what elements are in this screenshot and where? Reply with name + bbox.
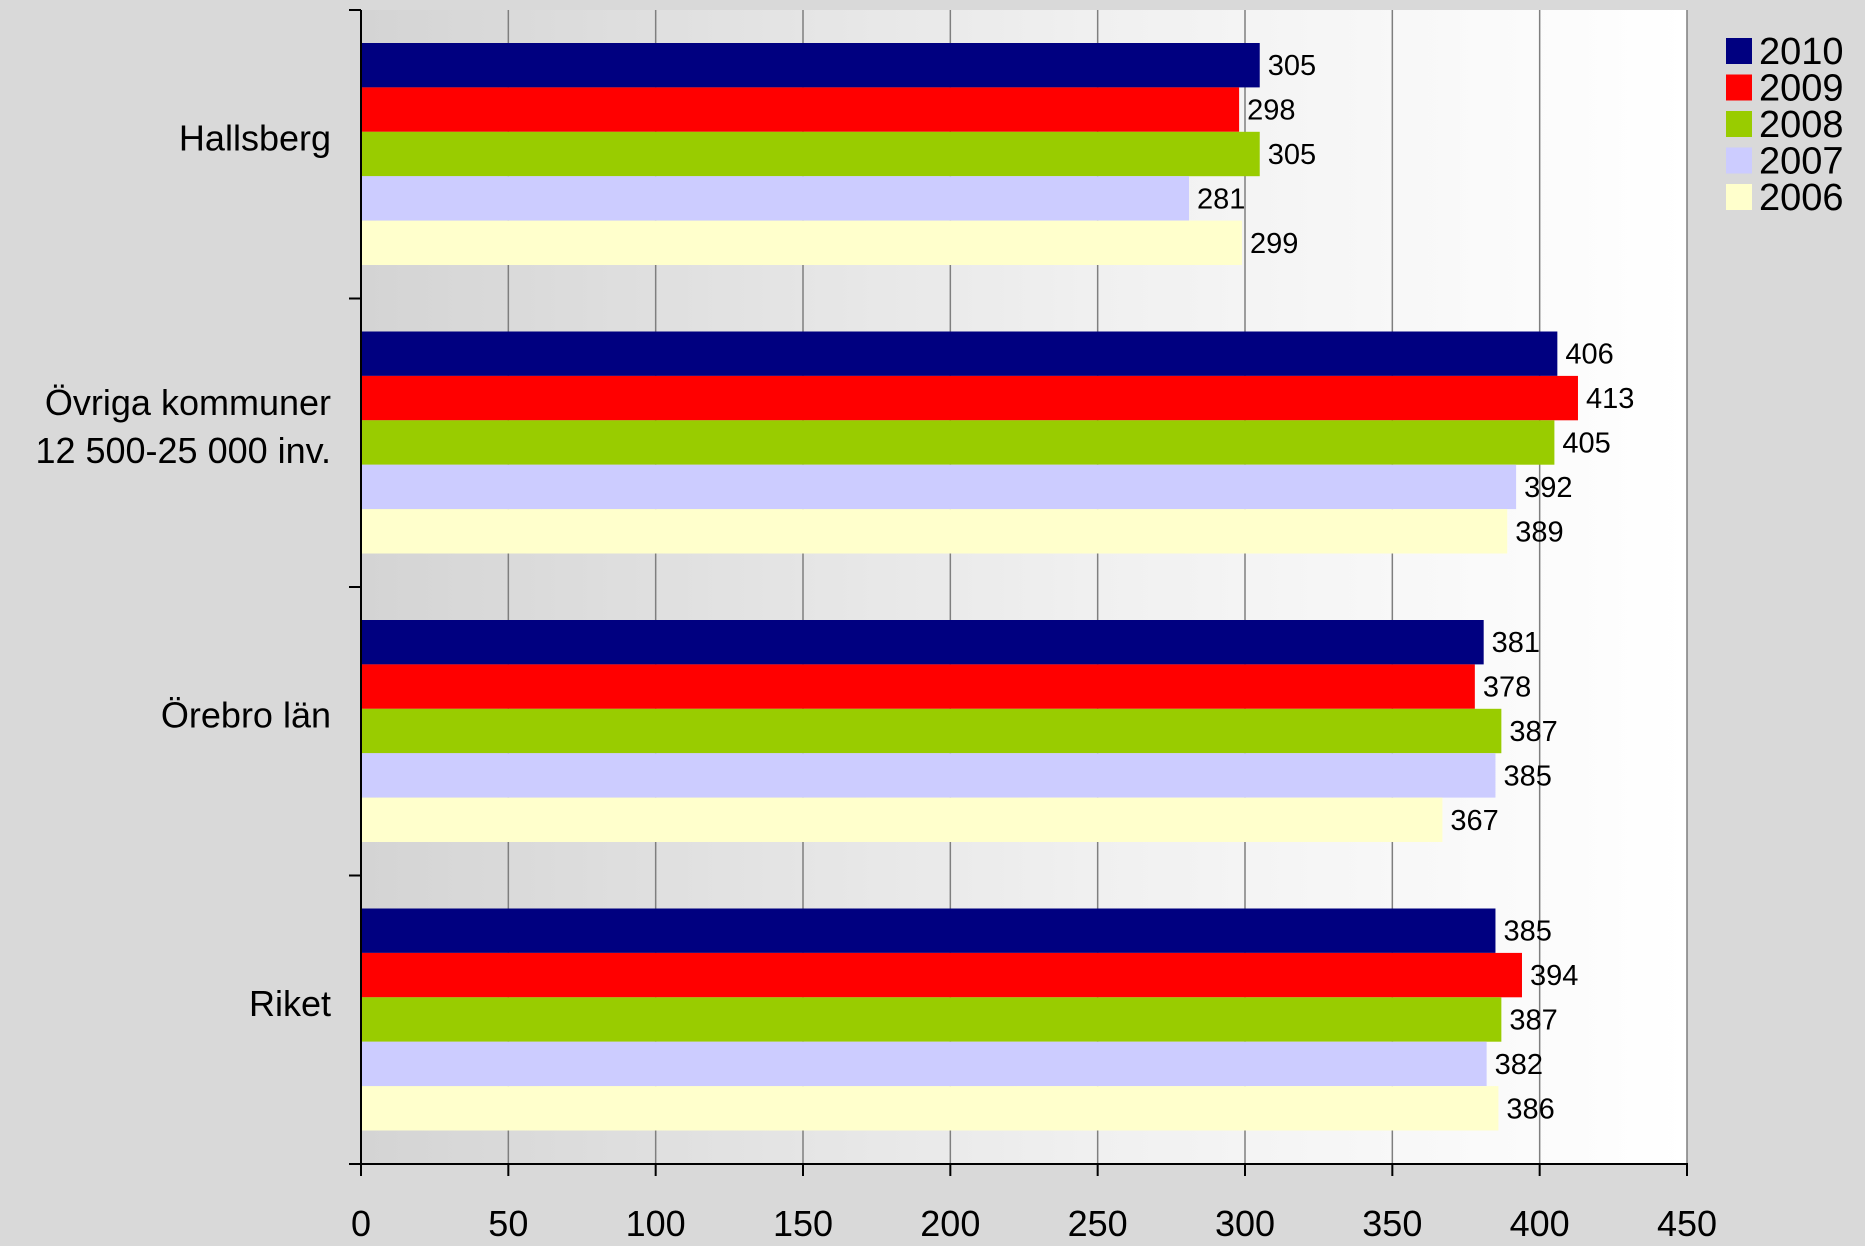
legend-swatch — [1726, 147, 1752, 174]
data-label: 281 — [1197, 183, 1245, 215]
category-label: Riket — [249, 983, 331, 1024]
data-label: 299 — [1250, 228, 1298, 260]
data-label: 382 — [1495, 1049, 1543, 1081]
x-tick-label: 400 — [1510, 1203, 1570, 1241]
bar — [361, 1086, 1499, 1131]
x-tick-label: 450 — [1657, 1203, 1717, 1241]
category-label: Örebro län — [161, 694, 331, 735]
bar — [361, 509, 1508, 554]
bar — [361, 43, 1260, 88]
x-tick-label: 150 — [773, 1203, 833, 1241]
data-label: 367 — [1450, 805, 1498, 837]
legend-label: 2008 — [1759, 104, 1844, 146]
bar — [361, 620, 1484, 665]
x-tick-label: 200 — [920, 1203, 980, 1241]
data-label: 392 — [1524, 472, 1572, 504]
bar — [361, 220, 1243, 265]
bar — [361, 464, 1517, 510]
bar — [361, 176, 1190, 221]
x-tick-label: 50 — [488, 1203, 528, 1241]
data-label: 305 — [1268, 139, 1316, 171]
data-label: 389 — [1515, 516, 1563, 548]
category-label: Hallsberg — [179, 117, 331, 158]
bar — [361, 375, 1578, 421]
data-label: 387 — [1509, 716, 1557, 748]
data-label: 406 — [1565, 339, 1613, 371]
x-tick-label: 350 — [1362, 1203, 1422, 1241]
bar — [361, 908, 1496, 953]
legend-label: 2009 — [1759, 68, 1844, 110]
legend-label: 2010 — [1759, 31, 1844, 73]
data-label: 298 — [1247, 95, 1295, 127]
category-label: Övriga kommuner — [45, 382, 331, 423]
data-label: 385 — [1503, 916, 1551, 948]
data-label: 378 — [1483, 672, 1531, 704]
bar — [361, 87, 1240, 132]
x-tick-label: 250 — [1068, 1203, 1128, 1241]
legend-label: 2007 — [1759, 141, 1844, 183]
data-label: 413 — [1586, 383, 1634, 415]
legend-swatch — [1726, 111, 1752, 137]
legend-swatch — [1726, 184, 1752, 210]
bar — [361, 131, 1260, 177]
data-label: 386 — [1506, 1093, 1554, 1125]
data-label: 305 — [1268, 50, 1316, 82]
bar — [361, 664, 1475, 709]
legend-swatch — [1726, 38, 1752, 64]
category-label: 12 500-25 000 inv. — [35, 430, 331, 471]
data-label: 394 — [1530, 960, 1578, 992]
bar — [361, 1041, 1487, 1087]
legend-label: 2006 — [1759, 177, 1844, 219]
bar — [361, 708, 1502, 754]
data-label: 405 — [1562, 428, 1610, 460]
data-label: 385 — [1503, 760, 1551, 792]
legend-swatch — [1726, 74, 1752, 101]
x-tick-label: 0 — [351, 1203, 371, 1241]
bar — [361, 331, 1558, 376]
x-tick-label: 100 — [626, 1203, 686, 1241]
bar — [361, 952, 1522, 998]
bar — [361, 997, 1502, 1042]
bar — [361, 797, 1443, 842]
bar — [361, 420, 1555, 465]
data-label: 381 — [1492, 627, 1540, 659]
data-label: 387 — [1509, 1005, 1557, 1037]
x-tick-label: 300 — [1215, 1203, 1275, 1241]
bar — [361, 753, 1496, 798]
